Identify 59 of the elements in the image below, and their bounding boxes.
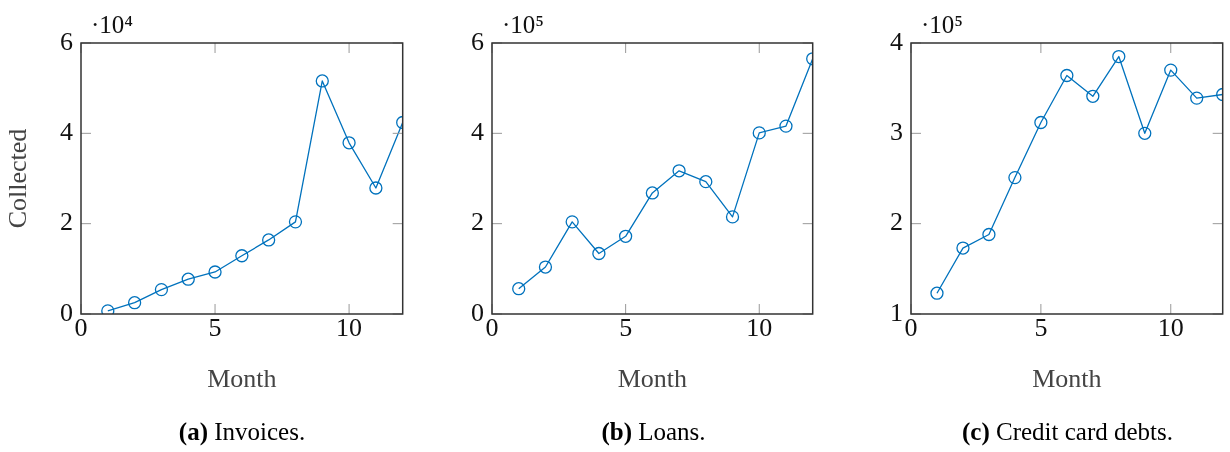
point — [369, 181, 383, 195]
y-tick-label: 1 — [890, 297, 903, 327]
x-tick-label: 5 — [619, 313, 633, 343]
point — [512, 282, 526, 296]
point — [725, 210, 740, 224]
point — [127, 296, 142, 310]
point — [779, 119, 793, 133]
point — [1086, 89, 1100, 103]
point — [208, 265, 222, 279]
point — [930, 286, 944, 300]
y-tick-label: 4 — [890, 26, 903, 56]
point — [288, 215, 303, 229]
point — [956, 241, 970, 255]
point — [699, 175, 713, 189]
x-axis-title: Month — [207, 364, 277, 394]
point — [1008, 170, 1022, 185]
y-tick-label: 6 — [60, 26, 73, 56]
text: (c) Credit card debts. — [961, 418, 1174, 446]
point — [1164, 63, 1178, 77]
point — [752, 126, 766, 140]
x-tick-label: 5 — [1034, 313, 1048, 343]
point — [538, 260, 553, 274]
point — [618, 229, 633, 243]
point — [1034, 115, 1048, 130]
x-tick-label: 10 — [746, 313, 773, 343]
point — [315, 74, 329, 88]
point — [1112, 49, 1126, 64]
y-tick-label: 3 — [890, 117, 903, 147]
x-tick-label: 5 — [208, 313, 222, 343]
point — [982, 227, 996, 242]
text: (b) Loans. — [601, 418, 706, 446]
y-tick-label: 6 — [471, 26, 484, 56]
y-tick-label: 2 — [471, 207, 484, 237]
point — [565, 215, 579, 229]
x-tick-label: 10 — [1157, 313, 1184, 343]
text: ·10⁵ — [502, 11, 545, 39]
y-tick-label: 4 — [471, 117, 484, 147]
point — [1190, 91, 1204, 105]
point — [262, 233, 276, 247]
x-tick-label: 10 — [336, 313, 363, 343]
y-axis-title: Collected — [3, 128, 33, 229]
x-axis-title: Month — [617, 364, 688, 394]
point — [154, 282, 169, 297]
text: ·10⁵ — [921, 11, 964, 39]
point — [101, 304, 115, 314]
point — [342, 136, 356, 150]
point — [1060, 68, 1074, 83]
text: ·10⁴ — [91, 11, 134, 39]
point — [672, 164, 686, 178]
y-tick-label: 2 — [890, 207, 903, 237]
text: (a) Invoices. — [178, 418, 306, 446]
point — [1138, 126, 1152, 140]
point — [235, 249, 249, 263]
point — [645, 186, 659, 200]
point — [592, 246, 606, 261]
y-tick-label: 2 — [60, 207, 73, 237]
point — [181, 272, 195, 286]
x-axis-title: Month — [1032, 364, 1102, 394]
y-tick-label: 4 — [60, 117, 73, 147]
